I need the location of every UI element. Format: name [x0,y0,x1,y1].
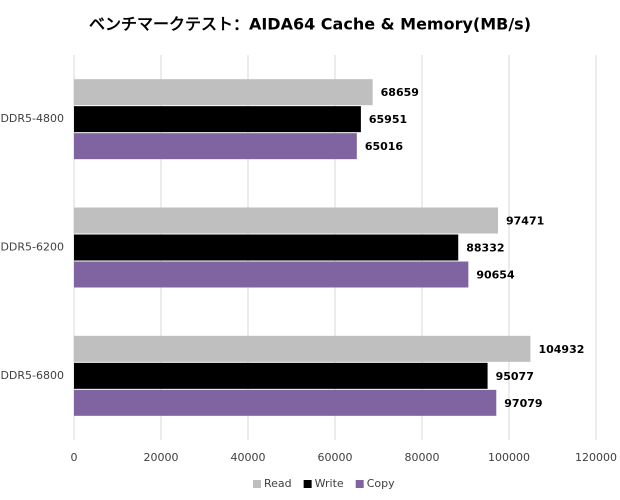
chart-title: ベンチマークテスト：AIDA64 Cache & Memory(MB/s) [89,15,531,34]
legend-label: Copy [367,477,395,490]
legend-swatch [355,480,364,488]
x-tick-label: 100000 [488,451,530,464]
legend-label: Write [315,477,344,490]
legend-swatch [303,480,312,488]
bar [74,133,357,160]
bar [74,261,469,288]
bar [74,389,497,416]
bar [74,362,488,389]
legend-label: Read [264,477,292,490]
value-label: 65951 [369,113,407,126]
x-tick-label: 0 [71,451,78,464]
bar [74,79,373,106]
y-tick-label: DDR5-6200 [0,241,64,254]
bar [74,106,361,133]
x-tick-label: 80000 [405,451,440,464]
value-label: 97471 [506,215,544,228]
legend-swatch [253,480,261,488]
value-label: 90654 [476,269,515,282]
value-label: 65016 [365,140,404,153]
y-tick-label: DDR5-4800 [0,112,64,125]
value-label: 97079 [504,397,542,410]
x-tick-label: 120000 [575,451,617,464]
bar [74,234,459,261]
bar [74,207,498,234]
value-label: 104932 [538,343,584,356]
x-tick-label: 20000 [144,451,179,464]
value-label: 95077 [496,370,534,383]
x-tick-label: 40000 [231,451,266,464]
value-label: 88332 [466,242,504,255]
bar [74,335,531,362]
x-tick-label: 60000 [318,451,353,464]
value-label: 68659 [381,86,419,99]
y-tick-label: DDR5-6800 [0,369,64,382]
